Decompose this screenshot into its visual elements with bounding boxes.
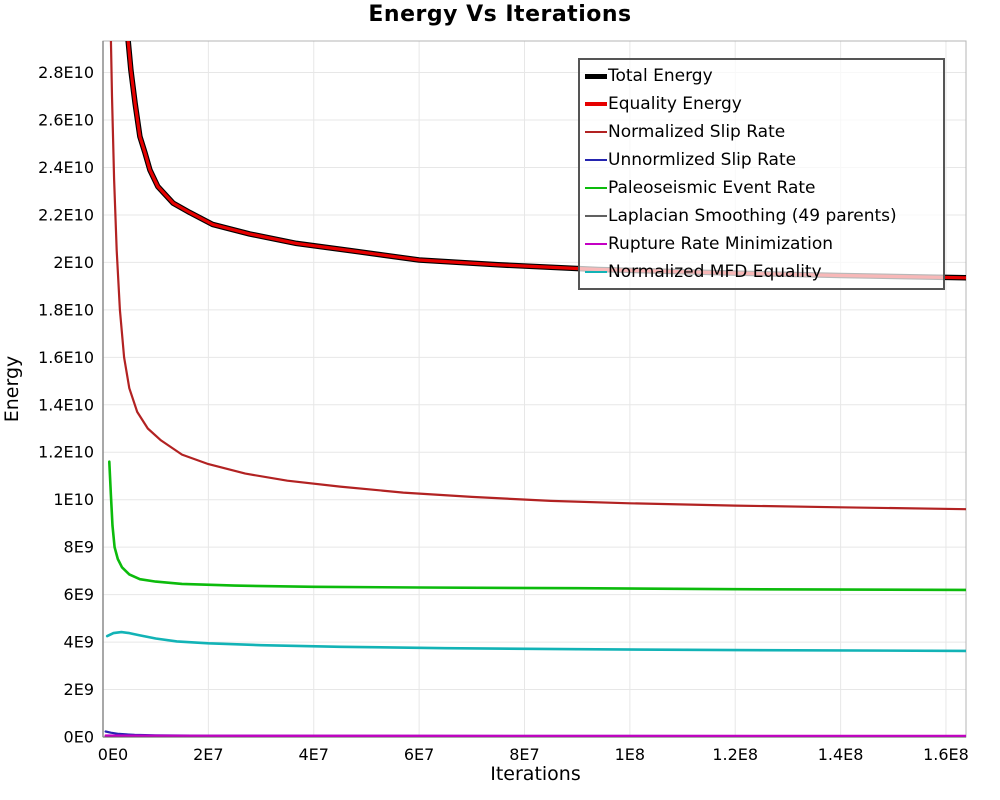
y-tick-label: 2.6E10: [38, 111, 94, 130]
x-tick-label: 1E8: [615, 745, 645, 764]
x-tick-label: 4E7: [299, 745, 329, 764]
x-tick-label: 0E0: [98, 745, 128, 764]
legend-label: Rupture Rate Minimization: [608, 234, 833, 254]
legend-swatch-paleoseismic-event-rate: [585, 187, 607, 189]
legend-box: Total Energy Equality Energy Normalized Sl…: [578, 58, 945, 290]
y-tick-label: 1.8E10: [38, 300, 94, 319]
y-tick-label: 1.6E10: [38, 348, 94, 367]
legend-swatch-total-energy: [585, 73, 607, 79]
legend-item-paleoseismic-event-rate: Paleoseismic Event Rate: [585, 174, 939, 202]
x-tick-label: 2E7: [193, 745, 223, 764]
series-paleoseismic-event-rate: [108, 460, 966, 592]
y-tick-label: 1.2E10: [38, 443, 94, 462]
y-tick-label: 2E9: [64, 680, 94, 699]
legend-item-total-energy: Total Energy: [585, 62, 939, 90]
series-normalized-mfd-equality: [105, 630, 966, 653]
x-axis-label: Iterations: [490, 763, 581, 785]
x-tick-label: 8E7: [509, 745, 539, 764]
legend-label: Equality Energy: [608, 94, 742, 114]
legend-label: Total Energy: [608, 66, 713, 86]
legend-swatch-unnormlized-slip-rate: [585, 159, 607, 161]
legend-label: Normalized Slip Rate: [608, 122, 786, 142]
legend-swatch-laplacian-smoothing-49-parents: [585, 215, 607, 217]
x-tick-label: 1.2E8: [712, 745, 758, 764]
y-tick-label: 6E9: [64, 585, 94, 604]
y-axis-label: Energy: [1, 355, 23, 423]
legend-label: Unnormlized Slip Rate: [608, 150, 797, 170]
legend-item-laplacian-smoothing-49-parents: Laplacian Smoothing (49 parents): [585, 202, 939, 230]
y-tick-label: 2E10: [53, 253, 94, 272]
x-tick-label: 6E7: [404, 745, 434, 764]
series-normalized-slip-rate: [109, 41, 966, 511]
y-tick-label: 2.2E10: [38, 205, 94, 224]
legend-item-rupture-rate-minimization: Rupture Rate Minimization: [585, 230, 939, 258]
y-tick-label: 2.4E10: [38, 158, 94, 177]
legend-label: Normalized MFD Equality: [608, 262, 822, 282]
x-tick-label: 1.6E8: [923, 745, 969, 764]
legend-swatch-rupture-rate-minimization: [585, 243, 607, 245]
legend-swatch-equality-energy: [585, 102, 607, 106]
legend-swatch-normalized-mfd-equality: [585, 271, 607, 273]
legend-label: Paleoseismic Event Rate: [608, 178, 816, 198]
legend-item-unnormlized-slip-rate: Unnormlized Slip Rate: [585, 146, 939, 174]
y-tick-label: 1.4E10: [38, 395, 94, 414]
y-tick-label: 8E9: [64, 538, 94, 557]
y-tick-label: 2.8E10: [38, 63, 94, 82]
y-tick-label: 4E9: [64, 633, 94, 652]
x-tick-label: 1.4E8: [818, 745, 864, 764]
chart-title: Energy Vs Iterations: [368, 2, 632, 27]
legend-item-normalized-slip-rate: Normalized Slip Rate: [585, 118, 939, 146]
legend-item-normalized-mfd-equality: Normalized MFD Equality: [585, 258, 939, 286]
y-tick-label: 0E0: [64, 728, 94, 747]
legend-swatch-normalized-slip-rate: [585, 131, 607, 133]
legend-item-equality-energy: Equality Energy: [585, 90, 939, 118]
y-tick-label: 1E10: [53, 490, 94, 509]
legend-label: Laplacian Smoothing (49 parents): [608, 206, 897, 226]
